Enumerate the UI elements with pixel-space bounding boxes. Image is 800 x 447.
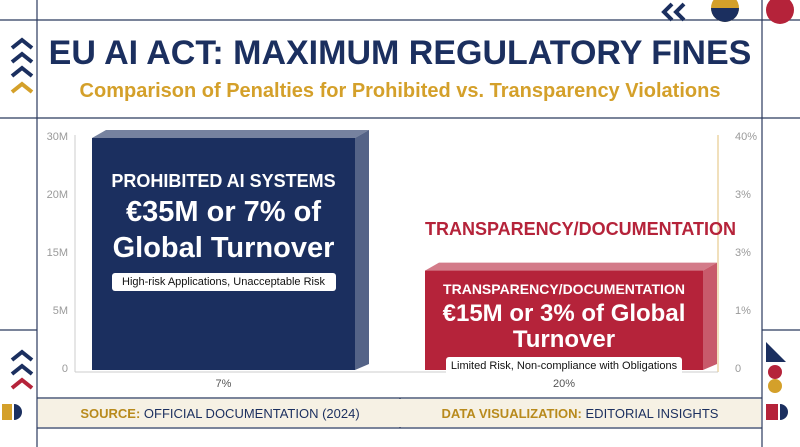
x-tick-label: 7%: [215, 378, 232, 390]
value-label: €35M or 7% of Global Turnover: [112, 196, 335, 264]
footer-band: [38, 399, 761, 427]
y2-tick-label: 40%: [735, 131, 758, 143]
bar: [425, 270, 703, 370]
y2-tick-label: 3%: [735, 247, 751, 259]
credit-label: DATA VISUALIZATION:: [441, 406, 582, 421]
bar-top: [92, 130, 369, 138]
bar-side: [355, 130, 369, 370]
bar-top: [425, 262, 717, 271]
chart-subtitle: Comparison of Penalties for Prohibited v…: [79, 80, 721, 102]
y-tick-label: 0: [61, 363, 68, 375]
bar-note: High-risk Applications, Unacceptable Ris…: [111, 273, 336, 291]
source-label: SOURCE:: [80, 406, 141, 421]
chart-title: EU AI ACT: MAXIMUM REGULATORY FINES: [48, 34, 752, 72]
bar-heading: TRANSPARENCY/DOCUMENTATION: [443, 280, 685, 297]
y2-tick-label: 3%: [735, 189, 751, 201]
bar: [92, 138, 355, 370]
y-tick-label: 15M: [46, 247, 68, 259]
decorations: [2, 0, 794, 420]
y2-tick-label: 1%: [735, 305, 751, 317]
source: OFFICIAL DOCUMENTATION (2024): [143, 406, 360, 421]
footer-credit: DATA VISUALIZATION: EDITORIAL INSIGHTS: [400, 406, 760, 421]
footer-source: SOURCE: OFFICIAL DOCUMENTATION (2024): [40, 406, 400, 421]
value-label: €15M or 3% of Global Turnover: [442, 299, 686, 353]
annotation: TRANSPARENCY/DOCUMENTATION: [425, 218, 736, 239]
bar-note: Limited Risk, Non-compliance with Obliga…: [446, 356, 682, 375]
y-tick-label: 20M: [46, 189, 68, 201]
x-tick-label: 20%: [552, 378, 576, 390]
y2-tick-label: 0: [735, 363, 742, 375]
bar-side: [703, 262, 717, 370]
bar-heading: PROHIBITED AI SYSTEMS: [111, 171, 336, 191]
y-tick-label: 5M: [52, 305, 68, 317]
y-tick-label: 30M: [46, 131, 68, 143]
credit: EDITORIAL INSIGHTS: [585, 406, 719, 421]
